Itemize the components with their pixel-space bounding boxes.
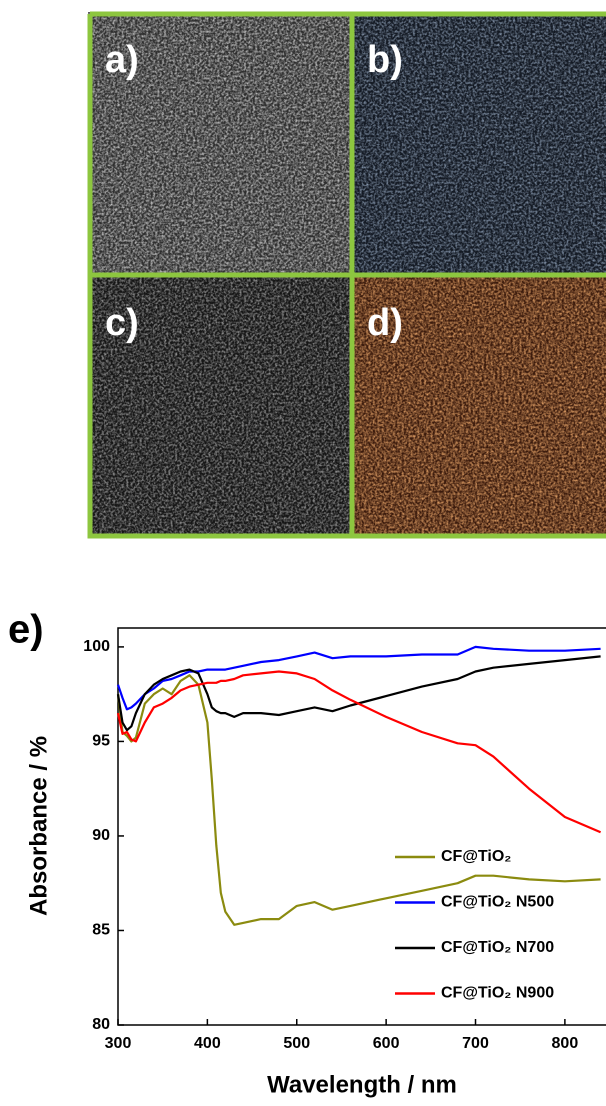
x-axis-title: Wavelength / nm xyxy=(267,1071,457,1098)
legend-label: CF@TiO₂ N500 xyxy=(441,894,554,911)
y-tick-label: 100 xyxy=(83,638,110,655)
x-tick-label: 600 xyxy=(373,1035,400,1052)
legend-label: CF@TiO₂ N900 xyxy=(441,985,554,1002)
legend-label: CF@TiO₂ xyxy=(441,848,511,865)
panel-label: e) xyxy=(8,608,44,652)
series-line xyxy=(118,672,601,833)
panel-label: a) xyxy=(105,39,139,81)
x-tick-label: 800 xyxy=(552,1035,579,1052)
y-tick-label: 95 xyxy=(92,733,110,750)
panel-label: c) xyxy=(105,302,139,344)
chart: e) Wavelength / nm Absorbance / % 80 85 90… xyxy=(8,608,606,1099)
series-line xyxy=(118,656,601,730)
series-line xyxy=(118,647,601,709)
x-tick-label: 400 xyxy=(194,1035,221,1052)
figure: a) b) c) d) e) Wavelength / nm Absorbanc… xyxy=(0,0,606,1106)
panel-label: b) xyxy=(367,39,403,81)
y-tick-label: 90 xyxy=(92,827,110,844)
panel-label: d) xyxy=(367,302,403,344)
legend-label: CF@TiO₂ N700 xyxy=(441,939,554,956)
plot-frame xyxy=(118,628,606,1025)
series-line xyxy=(118,675,601,925)
y-tick-label: 80 xyxy=(92,1016,110,1033)
y-axis-title: Absorbance / % xyxy=(25,736,52,916)
x-tick-label: 300 xyxy=(105,1035,132,1052)
photo-grid: a) b) c) d) xyxy=(88,12,606,538)
x-tick-label: 500 xyxy=(283,1035,310,1052)
y-tick-label: 85 xyxy=(92,922,110,939)
x-tick-label: 700 xyxy=(462,1035,489,1052)
